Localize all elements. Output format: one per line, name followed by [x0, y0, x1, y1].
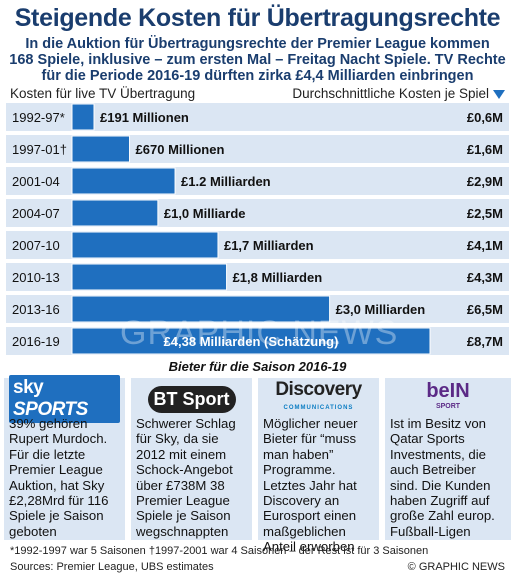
bidder-text: Ist im Besitz von Qatar Sports Investmen… — [390, 416, 495, 539]
header-right-label: Durchschnittliche Kosten je Spiel — [292, 86, 489, 101]
value-label: £1,8 Milliarden — [233, 270, 323, 285]
per-game-label: £2,9M — [467, 174, 503, 189]
discovery-logo: Discovery COMMUNICATIONS — [275, 379, 362, 411]
per-game-label: £6,5M — [467, 302, 503, 317]
bar — [71, 199, 159, 227]
bt-sport-logo: BT Sport — [136, 382, 247, 416]
subtitle-line: 168 Spiele, inklusive – zum ersten Mal –… — [9, 52, 506, 68]
bar — [71, 327, 431, 355]
bar — [71, 103, 95, 131]
bar — [71, 295, 331, 323]
category-label: 2013-16 — [12, 302, 60, 317]
bidder-card-sky: sky SPORTS 39% gehören Rupert Murdoch. F… — [4, 375, 125, 540]
bar — [71, 167, 176, 195]
value-label: £3,0 Milliarden — [336, 302, 426, 317]
bidder-card-bein: beIN SPORT Ist im Besitz von Qatar Sports… — [385, 378, 511, 540]
sources: Sources: Premier League, UBS estimates — [10, 561, 214, 573]
per-game-label: £8,7M — [467, 334, 503, 349]
bar-chart: 1992-97* £191 Millionen £0,6M 1997-01† £670 … — [6, 103, 509, 355]
subtitle-line: für die Periode 2016-19 dürften zirka £4… — [41, 68, 474, 84]
footnote: *1992-1997 war 5 Saisonen †1997-2001 war… — [10, 545, 429, 557]
bidder-card-discovery: Discovery COMMUNICATIONS Möglicher neuer … — [258, 378, 379, 554]
category-label: 2001-04 — [12, 174, 60, 189]
bidder-card-bt: BT Sport Schwerer Schlag für Sky, da sie… — [131, 378, 252, 540]
triangle-down-icon — [493, 89, 505, 99]
category-label: 2004-07 — [12, 206, 60, 221]
credit: © GRAPHIC NEWS — [407, 561, 505, 573]
value-label: £191 Millionen — [100, 110, 189, 125]
bar — [71, 135, 131, 163]
value-label: £1,7 Milliarden — [224, 238, 314, 253]
bein-sport-logo: beIN SPORT — [426, 380, 470, 410]
value-label: £4,38 Milliarden (Schätzung) — [164, 334, 339, 349]
page-title: Steigende Kosten für Übertragungsrechte — [14, 4, 501, 32]
per-game-label: £0,6M — [467, 110, 503, 125]
sky-sports-logo: sky SPORTS — [9, 375, 120, 423]
bidder-text: 39% gehören Rupert Murdoch. Für die letz… — [9, 416, 109, 539]
per-game-label: £2,5M — [467, 206, 503, 221]
bidders-caption: Bieter für die Saison 2016-19 — [168, 359, 347, 374]
category-label: 1992-97* — [12, 110, 65, 125]
subtitle-line: In die Auktion für Übertragungsrechte de… — [25, 36, 490, 52]
value-label: £1,0 Milliarde — [164, 206, 246, 221]
category-label: 2010-13 — [12, 270, 60, 285]
per-game-label: £4,1M — [467, 238, 503, 253]
header-right: Durchschnittliche Kosten je Spiel — [292, 86, 505, 101]
subtitle: In die Auktion für Übertragungsrechte de… — [0, 36, 515, 84]
header-left: Kosten für live TV Übertragung — [10, 86, 196, 101]
per-game-label: £4,3M — [467, 270, 503, 285]
bar — [71, 231, 219, 259]
category-label: 2016-19 — [12, 334, 60, 349]
category-label: 1997-01† — [12, 142, 67, 157]
bidder-text: Schwerer Schlag für Sky, da sie 2012 mit… — [136, 416, 236, 539]
category-label: 2007-10 — [12, 238, 60, 253]
value-label: £1.2 Milliarden — [181, 174, 271, 189]
per-game-label: £1,6M — [467, 142, 503, 157]
value-label: £670 Millionen — [136, 142, 225, 157]
bar — [71, 263, 228, 291]
bidder-text: Möglicher neuer Bieter für “muss man hab… — [263, 416, 358, 555]
